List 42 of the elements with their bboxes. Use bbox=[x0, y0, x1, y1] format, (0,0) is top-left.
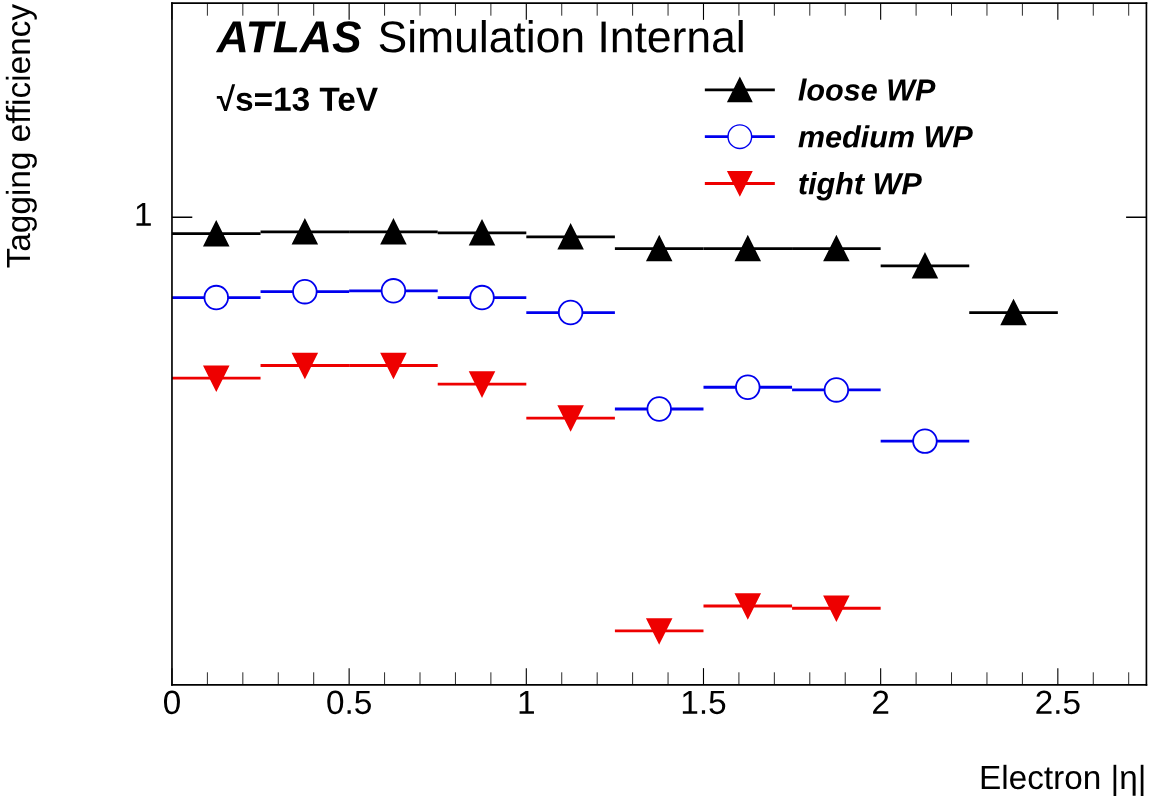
point bbox=[292, 219, 318, 245]
x-tick-label: 1.5 bbox=[682, 690, 726, 715]
point bbox=[646, 396, 672, 422]
legend-label: tight WP bbox=[799, 172, 922, 201]
point bbox=[735, 374, 761, 400]
point bbox=[557, 405, 584, 431]
x-tick-label: 0 bbox=[164, 690, 180, 715]
point bbox=[203, 365, 229, 391]
point bbox=[823, 377, 850, 403]
point bbox=[735, 235, 761, 262]
point bbox=[912, 428, 938, 454]
point bbox=[292, 278, 318, 305]
y-axis-title: Tagging efficiency bbox=[5, 4, 37, 268]
point bbox=[912, 253, 938, 279]
point bbox=[380, 219, 407, 245]
point bbox=[380, 352, 407, 379]
legend-label: medium WP bbox=[798, 125, 973, 148]
text: Simulation Internal bbox=[379, 19, 743, 53]
x-tick-label: 1 bbox=[519, 690, 534, 714]
point bbox=[203, 221, 229, 247]
text: ATLAS bbox=[215, 21, 362, 53]
point bbox=[469, 371, 495, 397]
point bbox=[557, 299, 584, 326]
x-axis-title: Electron |η| bbox=[981, 764, 1144, 796]
point bbox=[557, 224, 584, 250]
point bbox=[469, 284, 495, 311]
point bbox=[646, 618, 672, 644]
point bbox=[469, 220, 495, 246]
text: 1 bbox=[136, 202, 151, 226]
x-tick-label: 0.5 bbox=[327, 690, 371, 715]
x-tick-label: 2 bbox=[873, 690, 889, 714]
point bbox=[823, 595, 850, 621]
point bbox=[646, 235, 672, 262]
x-tick-label: 2.5 bbox=[1036, 690, 1080, 715]
point bbox=[1000, 299, 1027, 326]
text: √s=13 TeV bbox=[216, 84, 378, 112]
point bbox=[823, 235, 850, 262]
point bbox=[735, 593, 761, 619]
point bbox=[380, 278, 407, 304]
point bbox=[203, 284, 229, 311]
point bbox=[292, 352, 318, 379]
legend-label: loose WP bbox=[798, 78, 936, 101]
